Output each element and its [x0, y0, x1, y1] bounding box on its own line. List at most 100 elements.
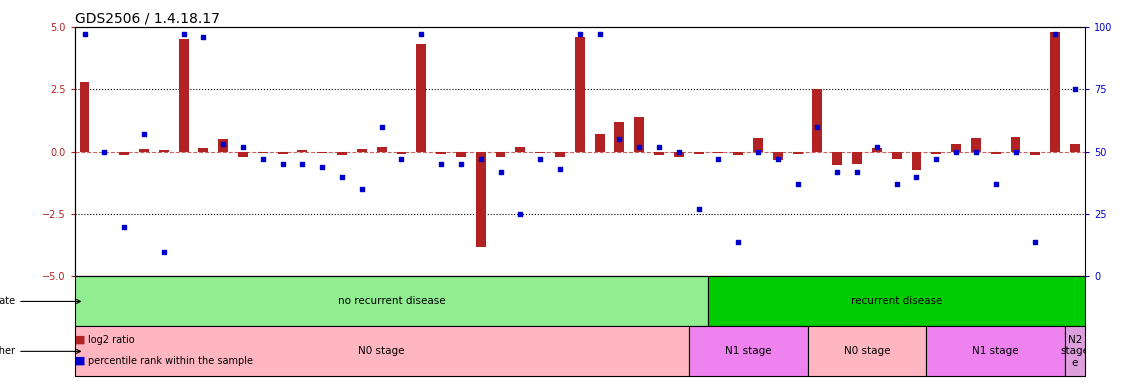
Bar — [317, 152, 327, 153]
Bar — [753, 138, 763, 152]
Bar — [1065, 326, 1085, 376]
Bar — [158, 151, 169, 152]
Bar — [139, 149, 149, 152]
Point — [630, 144, 649, 150]
Bar — [515, 147, 526, 152]
Bar — [496, 152, 505, 157]
Bar — [417, 44, 426, 152]
Point — [214, 141, 232, 147]
Point — [887, 181, 906, 187]
Bar — [807, 326, 926, 376]
Point — [928, 156, 946, 162]
Bar — [179, 40, 188, 152]
Bar — [79, 82, 90, 152]
Bar — [813, 89, 822, 152]
Bar — [595, 134, 605, 152]
Point — [669, 149, 688, 155]
Bar — [912, 152, 922, 170]
Point — [1007, 149, 1025, 155]
Text: N1 stage: N1 stage — [724, 346, 771, 356]
Bar — [396, 152, 406, 154]
Point — [808, 124, 827, 130]
Bar — [377, 147, 387, 152]
Bar — [892, 152, 901, 159]
Point — [947, 149, 965, 155]
Text: N2
stage
e: N2 stage e — [1061, 335, 1089, 368]
Bar — [1070, 144, 1080, 152]
Text: GDS2506 / 1.4.18.17: GDS2506 / 1.4.18.17 — [75, 12, 219, 26]
Bar — [792, 152, 802, 154]
Bar — [456, 152, 466, 157]
Bar — [1010, 137, 1021, 152]
Point — [1065, 86, 1084, 92]
Bar — [674, 152, 684, 157]
Point — [194, 34, 212, 40]
Point — [451, 161, 470, 167]
Bar — [218, 139, 228, 152]
Point — [76, 31, 94, 38]
Point — [174, 31, 193, 38]
Point — [828, 169, 846, 175]
Bar — [926, 326, 1065, 376]
Point — [393, 156, 411, 162]
Point — [313, 164, 332, 170]
Text: ■: ■ — [75, 356, 85, 366]
Text: percentile rank within the sample: percentile rank within the sample — [88, 356, 254, 366]
Bar — [1050, 32, 1060, 152]
Bar — [238, 152, 248, 157]
Bar — [475, 152, 486, 247]
Bar — [119, 152, 129, 156]
Bar — [713, 152, 723, 153]
Point — [986, 181, 1004, 187]
Bar — [338, 152, 347, 156]
Point — [967, 149, 985, 155]
Point — [907, 174, 925, 180]
Bar — [708, 276, 1085, 326]
Point — [511, 211, 529, 217]
Bar — [278, 152, 287, 154]
Point — [709, 156, 728, 162]
Point — [611, 136, 629, 142]
Bar — [852, 152, 862, 164]
Point — [432, 161, 450, 167]
Text: no recurrent disease: no recurrent disease — [338, 296, 445, 306]
Point — [571, 31, 589, 38]
Bar — [971, 138, 980, 152]
Bar — [1031, 152, 1040, 156]
Text: other: other — [0, 346, 80, 356]
Bar — [693, 152, 704, 154]
Text: recurrent disease: recurrent disease — [851, 296, 943, 306]
Point — [293, 161, 311, 167]
Point — [590, 31, 608, 38]
Point — [95, 149, 114, 155]
Point — [234, 144, 253, 150]
Bar — [199, 148, 208, 152]
Point — [789, 181, 807, 187]
Bar — [634, 117, 644, 152]
Text: N0 stage: N0 stage — [358, 346, 405, 356]
Bar — [773, 152, 783, 161]
Point — [551, 166, 569, 172]
Text: N1 stage: N1 stage — [972, 346, 1019, 356]
Bar — [575, 37, 584, 152]
Point — [848, 169, 867, 175]
Point — [333, 174, 351, 180]
Text: log2 ratio: log2 ratio — [88, 335, 135, 345]
Bar — [654, 152, 664, 156]
Bar — [535, 152, 545, 153]
Point — [1046, 31, 1064, 38]
Point — [472, 156, 490, 162]
Point — [868, 144, 886, 150]
Bar — [832, 152, 843, 166]
Point — [115, 223, 133, 230]
Point — [491, 169, 510, 175]
Bar — [436, 152, 447, 154]
Point — [254, 156, 272, 162]
Point — [155, 248, 173, 255]
Point — [650, 144, 668, 150]
Point — [273, 161, 292, 167]
Point — [412, 31, 430, 38]
Bar — [75, 276, 708, 326]
Bar — [734, 152, 743, 156]
Point — [769, 156, 788, 162]
